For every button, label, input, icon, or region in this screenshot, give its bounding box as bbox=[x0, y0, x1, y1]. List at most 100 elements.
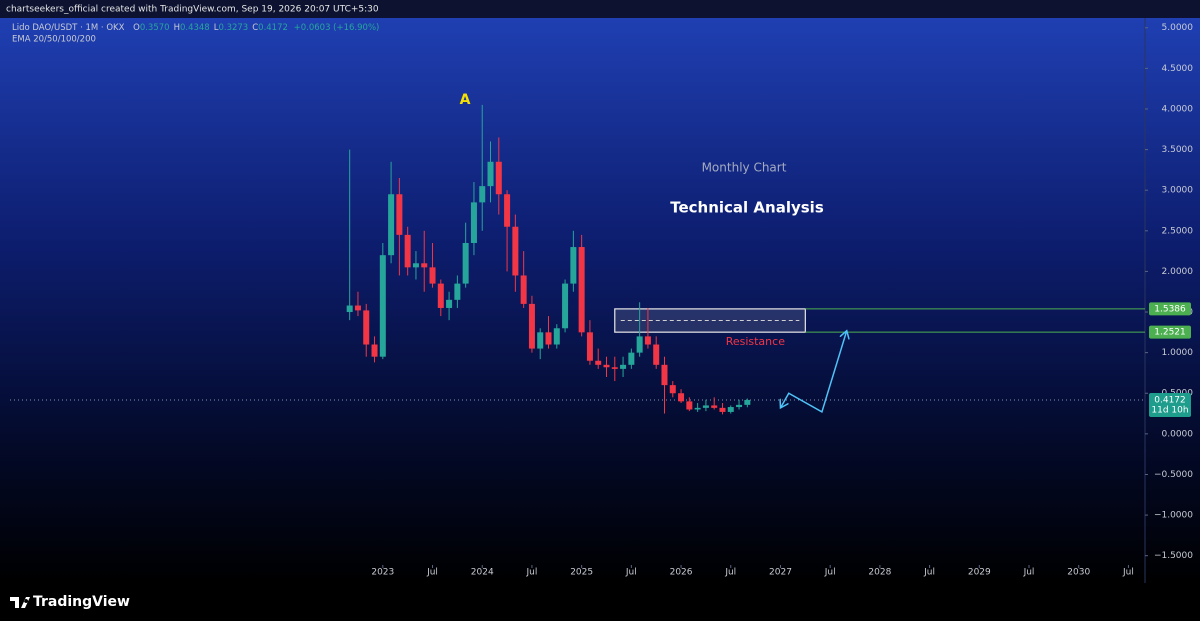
candle-body bbox=[553, 328, 560, 345]
ohlc-key: L bbox=[214, 23, 219, 33]
level-tag bbox=[1149, 302, 1191, 316]
y-tick-label: 4.0000 bbox=[1162, 104, 1194, 114]
candle-body bbox=[470, 202, 477, 243]
level-tag-label: 1.2521 bbox=[1154, 328, 1186, 338]
x-tick-label: 2026 bbox=[670, 568, 693, 578]
candle-body bbox=[620, 364, 627, 369]
candle-body bbox=[711, 405, 718, 408]
candle-body bbox=[421, 263, 428, 268]
ohlc-value: 0.4172 bbox=[258, 23, 288, 33]
ohlc: O0.3570 H0.4348 L0.3273 C0.4172 bbox=[133, 23, 288, 33]
x-tick-label: Jul bbox=[724, 568, 736, 578]
ohlc-value: 0.3570 bbox=[140, 23, 170, 33]
candle-body bbox=[719, 407, 726, 412]
zone-label: Resistance bbox=[726, 335, 786, 348]
y-tick-label: 3.0000 bbox=[1162, 186, 1194, 196]
last-price-label: 0.4172 bbox=[1154, 395, 1186, 405]
y-tick-label: −1.0000 bbox=[1154, 511, 1193, 521]
candle-body bbox=[570, 247, 577, 284]
level-tag-label: 1.5386 bbox=[1154, 304, 1186, 314]
candle-body bbox=[396, 194, 403, 235]
change: +0.0603 (+16.90%) bbox=[294, 23, 380, 33]
candle-body bbox=[702, 405, 709, 408]
candle-body bbox=[479, 186, 486, 203]
candle-body bbox=[454, 283, 461, 300]
x-tick-label: Jul bbox=[426, 568, 438, 578]
header-strip bbox=[0, 0, 1200, 18]
candle-body bbox=[595, 360, 602, 365]
candle-body bbox=[636, 336, 643, 353]
x-tick-label: 2028 bbox=[868, 568, 891, 578]
ohlc-key: O bbox=[133, 23, 140, 33]
x-tick-label: Jul bbox=[1023, 568, 1035, 578]
candle-body bbox=[694, 407, 701, 410]
candle-body bbox=[578, 247, 585, 333]
indicator: EMA 20/50/100/200 bbox=[12, 35, 96, 45]
candle-body bbox=[487, 161, 494, 187]
candle-body bbox=[346, 305, 353, 313]
candle-body bbox=[412, 263, 419, 268]
last-price-tag bbox=[1149, 392, 1191, 417]
candle-body bbox=[545, 332, 552, 345]
candle-body bbox=[379, 255, 386, 357]
logo-text: TradingView bbox=[33, 594, 130, 610]
candle-body bbox=[429, 267, 436, 284]
x-tick-label: 2027 bbox=[769, 568, 792, 578]
x-tick-label: Jul bbox=[526, 568, 538, 578]
candle-body bbox=[678, 393, 685, 402]
candle-body bbox=[354, 305, 361, 311]
x-tick-label: 2023 bbox=[371, 568, 394, 578]
candle-body bbox=[388, 194, 395, 256]
candle-body bbox=[611, 367, 618, 369]
candle-body bbox=[744, 399, 751, 405]
candle-body bbox=[446, 299, 453, 308]
candle-body bbox=[686, 401, 693, 410]
y-tick-label: 3.5000 bbox=[1162, 145, 1194, 155]
x-tick-label: Jul bbox=[1122, 568, 1134, 578]
plot-background bbox=[0, 18, 1200, 583]
x-tick-label: Jul bbox=[824, 568, 836, 578]
ohlc-key: H bbox=[174, 23, 180, 33]
candle-body bbox=[462, 242, 469, 284]
level-tag bbox=[1149, 325, 1191, 339]
subtitle: Monthly Chart bbox=[702, 161, 787, 175]
y-tick-label: 5.0000 bbox=[1162, 23, 1194, 33]
candle-body bbox=[495, 161, 502, 195]
projection-arrow bbox=[780, 331, 846, 414]
candle-body bbox=[653, 344, 660, 365]
candle-body bbox=[404, 234, 411, 268]
countdown: 11d 10h bbox=[1151, 405, 1188, 415]
candle-body bbox=[603, 364, 610, 368]
ohlc-key: C bbox=[252, 23, 258, 33]
legend: Lido DAO/USDT · 1M · OKX O0.3570 H0.4348 L… bbox=[12, 23, 379, 33]
peak-label: A bbox=[460, 92, 471, 108]
y-tick-label: 2.5000 bbox=[1162, 226, 1194, 236]
candle-body bbox=[504, 194, 511, 227]
x-tick-label: Jul bbox=[625, 568, 637, 578]
candle-body bbox=[661, 364, 668, 386]
candle-body bbox=[437, 283, 444, 308]
ohlc-value: 0.3273 bbox=[218, 23, 248, 33]
candle-body bbox=[363, 310, 370, 345]
candle-body bbox=[736, 404, 743, 408]
y-tick-label: 2.0000 bbox=[1162, 267, 1194, 277]
logo: TradingView bbox=[10, 594, 130, 610]
symbol: Lido DAO/USDT · 1M · OKX bbox=[12, 23, 125, 33]
candle-body bbox=[520, 275, 527, 304]
resistance-zone bbox=[614, 308, 806, 333]
y-tick-label: 4.5000 bbox=[1162, 64, 1194, 74]
x-tick-label: Jul bbox=[923, 568, 935, 578]
y-tick-label: 1.0000 bbox=[1162, 348, 1194, 358]
x-tick-label: 2030 bbox=[1067, 568, 1090, 578]
candle-body bbox=[727, 407, 734, 412]
candle-body bbox=[644, 336, 651, 345]
y-tick-label: −0.5000 bbox=[1154, 470, 1193, 480]
candle-body bbox=[669, 385, 676, 394]
candle-body bbox=[562, 283, 569, 329]
credit: chartseekers_official created with Tradi… bbox=[6, 5, 379, 15]
candle-body bbox=[528, 303, 535, 349]
candle-body bbox=[628, 352, 635, 365]
candle-body bbox=[537, 332, 544, 349]
